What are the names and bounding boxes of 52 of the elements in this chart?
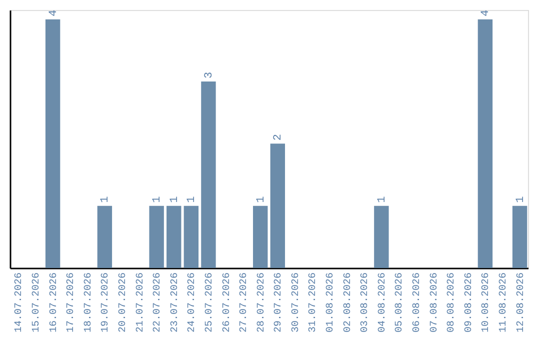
x-tick-label: 08.08.2026 (446, 272, 458, 333)
x-tick-label: 05.08.2026 (394, 272, 406, 333)
bar (201, 81, 216, 268)
x-tick-label: 23.07.2026 (170, 272, 181, 333)
x-tick-label: 22.07.2026 (152, 272, 164, 333)
x-tick-label: 04.08.2026 (377, 272, 388, 333)
data-label: 2 (272, 134, 285, 141)
x-tick-label: 16.07.2026 (48, 272, 60, 333)
bar (512, 206, 528, 268)
x-tick-label: 19.07.2026 (100, 272, 112, 333)
bar (45, 19, 60, 268)
data-label: 1 (255, 196, 268, 203)
bar (166, 206, 182, 268)
bar (184, 206, 199, 268)
x-tick-label: 14.07.2026 (14, 272, 26, 333)
x-tick-label: 02.08.2026 (342, 272, 354, 333)
x-tick-label: 26.07.2026 (222, 272, 233, 333)
x-tick-label: 07.08.2026 (429, 272, 440, 333)
data-label: 1 (376, 196, 388, 203)
x-tick-label: 11.08.2026 (498, 272, 510, 333)
bar (374, 206, 389, 268)
x-tick-label: 10.08.2026 (481, 272, 492, 333)
data-label: 4 (480, 9, 492, 16)
x-tick-label: 15.07.2026 (32, 272, 43, 333)
data-label: 1 (168, 196, 181, 203)
x-tick-label: 03.08.2026 (360, 272, 372, 333)
data-label: 3 (203, 72, 216, 78)
x-tick-label: 31.07.2026 (308, 272, 320, 333)
x-tick-label: 01.08.2026 (326, 272, 337, 333)
x-tick-label: 24.07.2026 (187, 272, 198, 333)
data-label: 4 (48, 9, 60, 16)
x-tick-label: 27.07.2026 (239, 272, 250, 333)
bar (253, 206, 268, 268)
x-tick-label: 29.07.2026 (274, 272, 285, 333)
x-tick-label: 09.08.2026 (464, 272, 475, 333)
bar (97, 206, 112, 268)
data-label: 1 (100, 196, 112, 203)
x-tick-label: 20.07.2026 (118, 272, 129, 333)
bar (270, 144, 285, 268)
x-tick-label: 21.07.2026 (135, 272, 146, 333)
x-tick-label: 17.07.2026 (66, 272, 78, 333)
data-label: 1 (152, 196, 164, 203)
x-tick-label: 30.07.2026 (290, 272, 302, 333)
x-tick-label: 06.08.2026 (412, 272, 424, 333)
x-tick-label: 18.07.2026 (83, 272, 94, 333)
data-label: 1 (514, 196, 527, 203)
x-tick-label: 12.08.2026 (516, 272, 527, 333)
x-tick-label: 28.07.2026 (256, 272, 268, 333)
data-label: 1 (186, 196, 198, 203)
bar (478, 19, 493, 268)
x-tick-label: 25.07.2026 (204, 272, 216, 333)
bar (149, 206, 164, 268)
